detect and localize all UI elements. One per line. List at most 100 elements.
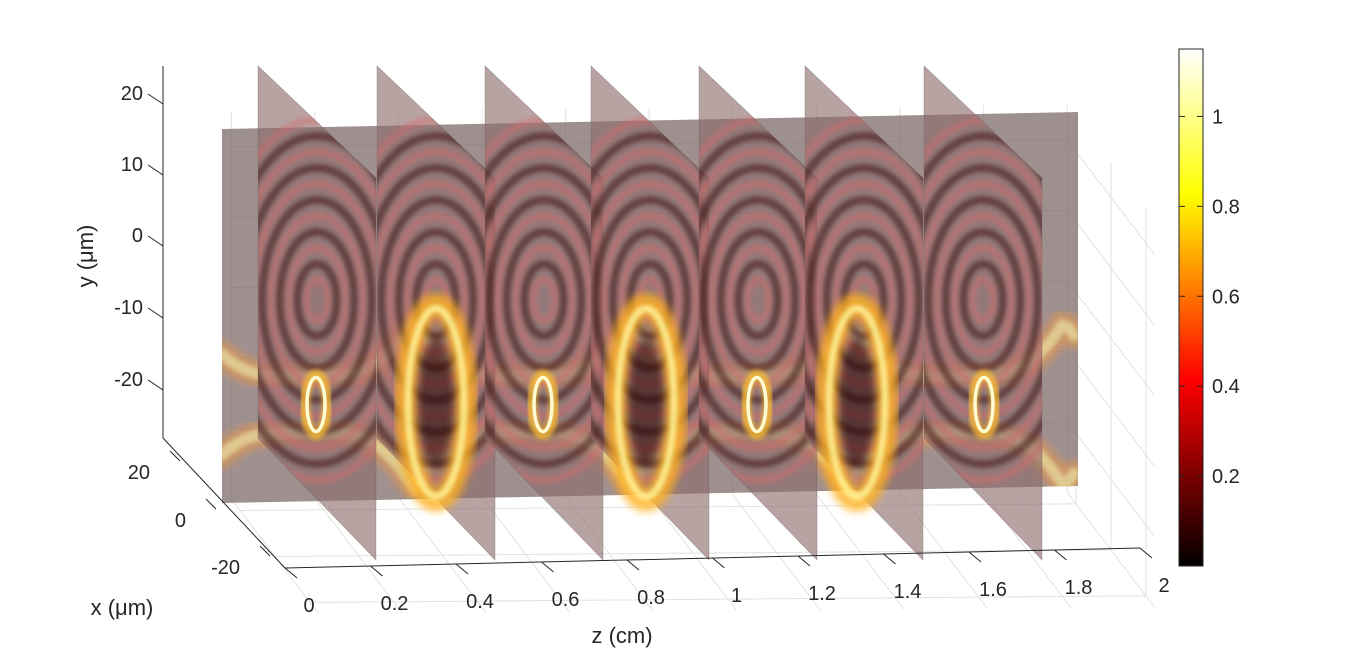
focus-ring-core [973, 375, 995, 434]
slice-fringe [485, 148, 603, 452]
wide-ring-core [404, 304, 468, 500]
x-tick-label: 20 [128, 462, 150, 484]
y-tick [147, 307, 164, 319]
z-tick [370, 565, 383, 577]
slice-edge [923, 65, 1043, 561]
z-tick-label: 0.4 [466, 591, 494, 613]
slice-fringe [932, 212, 1034, 388]
grid-line-x-floor [274, 549, 1112, 557]
z-axis-label: z (cm) [591, 623, 652, 648]
y-tick-label: 20 [121, 83, 143, 105]
focus-ring-glow [300, 369, 332, 440]
z-tick [541, 561, 554, 573]
focus-ring-glow [968, 369, 1000, 440]
slice-fringe [293, 260, 341, 340]
slice-fringe [258, 148, 376, 452]
slice-fringe [520, 260, 568, 340]
y-tick [147, 235, 164, 247]
focus-ring-core [532, 375, 554, 434]
slice-fringe [529, 276, 559, 324]
y-tick-label: 0 [132, 225, 143, 247]
y-tick [147, 93, 164, 105]
slice-fringe [258, 196, 376, 404]
slice-fringe [626, 260, 674, 340]
slice-fringe [924, 196, 1042, 404]
colorbar-tick-label: 1 [1212, 106, 1223, 128]
x-tick-label: 0 [175, 510, 186, 532]
focus-ring-core [746, 375, 768, 434]
slice-fringe [258, 180, 376, 420]
z-tick-label: 0.8 [637, 587, 665, 609]
x-tick-label: -20 [211, 557, 240, 579]
slice-fringe [743, 276, 773, 324]
z-tick-label: 0.6 [552, 589, 580, 611]
slice-fringe [924, 180, 1042, 420]
slice-fringe [266, 212, 368, 388]
y-tick-label: -10 [114, 297, 143, 319]
wide-ring-center [839, 338, 875, 467]
z-tick [284, 567, 298, 579]
z-tick-label: 1.6 [979, 579, 1007, 601]
slice-fringe [258, 132, 376, 468]
colorbar-tick-label: 0.2 [1212, 466, 1240, 488]
slice-edge [590, 65, 710, 561]
focus-ring-core [305, 375, 327, 434]
transverse-slices [257, 65, 1043, 561]
slice-fringe [275, 228, 359, 372]
z-tick-label: 1.4 [894, 581, 922, 603]
slice-edge [698, 65, 818, 561]
slice-fringe [805, 132, 923, 468]
slice-fringe [941, 228, 1025, 372]
z-tick-label: 0.2 [381, 593, 409, 615]
slice-fringe [302, 276, 332, 324]
slice-fringe [725, 244, 791, 356]
slice-fringe [485, 132, 603, 468]
slice-fringe [950, 244, 1016, 356]
y-tick [147, 164, 164, 176]
colorbar: 0.2 0.4 0.6 0.8 1 [1178, 48, 1240, 567]
slice-fringe [699, 180, 817, 420]
grid-line-y-back [1066, 210, 1156, 326]
slice-fringe [502, 228, 586, 372]
slice-edge [804, 65, 924, 561]
y-axis-label: y (μm) [73, 225, 98, 288]
slice-fringe [716, 228, 800, 372]
y-tick-label: 10 [121, 154, 143, 176]
slice-fringe [699, 148, 817, 452]
slice-fringe [924, 132, 1042, 468]
x-axis-line [162, 437, 286, 569]
x-tick [205, 498, 217, 510]
z-tick [455, 563, 469, 575]
slice-fringe [924, 148, 1042, 452]
z-tick [1139, 547, 1153, 559]
x-tick [259, 545, 271, 557]
slice-fringe [511, 244, 577, 356]
y-tick-label: -20 [114, 369, 143, 391]
colorbar-tick-label: 0.4 [1212, 376, 1240, 398]
wide-ring-core [825, 304, 889, 500]
axes: 20 10 0 -10 -20 20 0 -20 0 0.2 0.4 0.6 0.8 1 1.2 1.4 1.6… [114, 66, 1170, 617]
slice-fringe [485, 180, 603, 420]
x-axis-label: x (μm) [91, 595, 154, 620]
grid-line-x-floor [309, 595, 1147, 603]
y-tick [147, 379, 164, 391]
slice-fringe [284, 244, 350, 356]
slice-fringe [493, 212, 595, 388]
beam-rings [300, 293, 1000, 512]
grid-line-y-back [1066, 421, 1156, 538]
z-tick [883, 553, 896, 565]
slice-fringe [412, 260, 460, 340]
z-tick [626, 559, 640, 571]
slice-fringe [968, 276, 998, 324]
z-tick [968, 551, 982, 563]
slice-fringe [734, 260, 782, 340]
slice-edge [376, 65, 496, 561]
grid-line-y-back [1066, 351, 1156, 467]
slice-fringe [959, 260, 1007, 340]
wide-ring-core [614, 304, 678, 500]
colorbar-tick-label: 0.6 [1212, 286, 1240, 308]
colorbar-gradient [1178, 48, 1204, 567]
x-tick [169, 450, 181, 462]
slice-edge [484, 65, 604, 561]
